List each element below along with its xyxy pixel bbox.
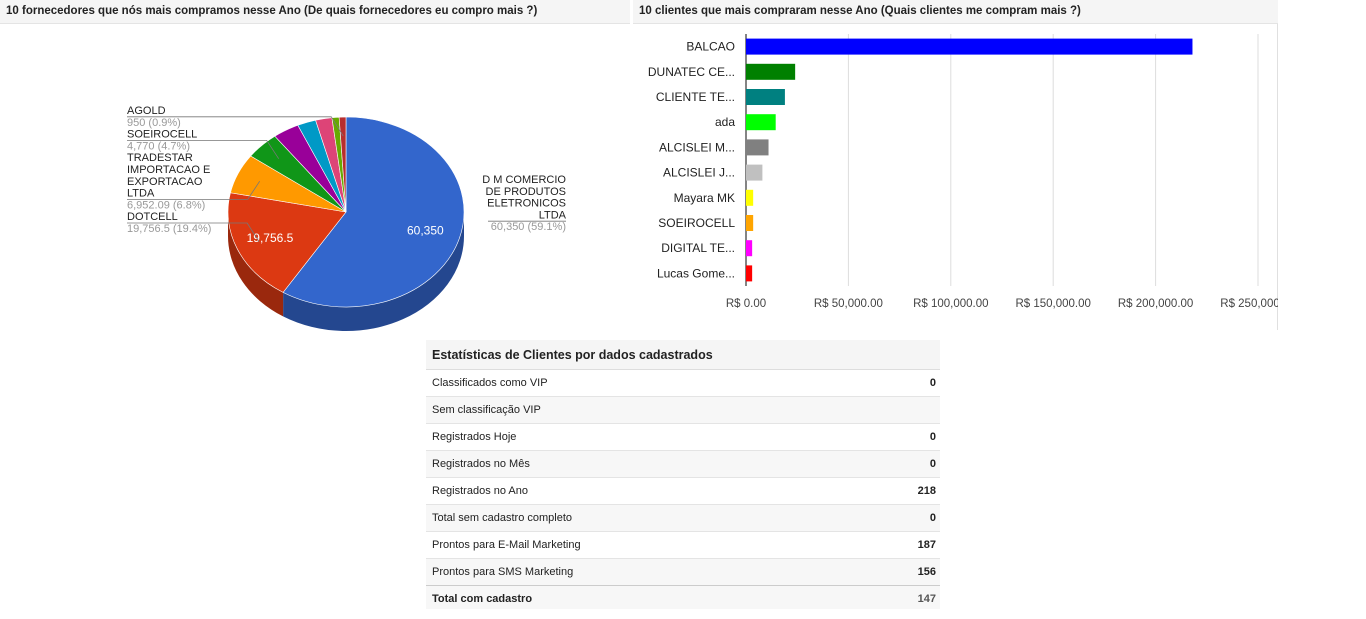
bar [746, 189, 754, 206]
bar [746, 215, 754, 231]
table-row: Prontos para E-Mail Marketing 187 [426, 531, 940, 559]
bar [746, 240, 753, 257]
pie-depth-walls [228, 212, 464, 331]
y-category-label: DIGITAL TE... [661, 241, 735, 255]
pie-legend-label: AGOLD [127, 105, 166, 117]
y-category-label: DUNATEC CE... [648, 65, 735, 79]
x-tick-label: R$ 0.00 [726, 298, 766, 310]
stat-label-today: Registrados Hoje [426, 423, 862, 451]
pie-slice-side [283, 212, 464, 331]
pie-legend-label: TRADESTAR [127, 152, 193, 164]
pie-legend-value: 60,350 (59.1%) [491, 221, 566, 233]
bar [746, 63, 796, 80]
stat-label-total: Total com cadastro [426, 585, 862, 609]
pie-slice [227, 192, 347, 293]
pie-legend-value: 4,770 (4.7%) [127, 140, 190, 152]
y-category-label: Lucas Gome... [657, 266, 735, 280]
pie-legend-value: 19,756.5 (19.4%) [127, 223, 211, 235]
table-row: Sem classificação VIP [426, 396, 940, 424]
stat-value-incomplete: 0 [862, 504, 940, 532]
y-category-label: BALCAO [686, 40, 735, 54]
stat-label-month: Registrados no Mês [426, 450, 862, 478]
table-row-total: Total com cadastro 147 [426, 585, 940, 609]
bar [746, 139, 769, 156]
pie-leader-line [127, 140, 280, 159]
y-category-label: ALCISLEI M... [659, 140, 735, 154]
pie-legend-label: DOTCELL [127, 211, 178, 223]
table-row: Registrados Hoje 0 [426, 423, 940, 451]
stat-label-sms: Prontos para SMS Marketing [426, 558, 862, 586]
chart-frame-border [1277, 24, 1278, 330]
y-category-label: ALCISLEI J... [663, 166, 735, 180]
stat-value-vip: 0 [862, 369, 940, 397]
stat-value-total: 147 [862, 585, 940, 609]
client-stats-panel: Estatísticas de Clientes por dados cadas… [426, 340, 940, 609]
stat-value-sms: 156 [862, 558, 940, 586]
y-category-label: SOEIROCELL [658, 216, 735, 230]
client-stats-table: Estatísticas de Clientes por dados cadas… [426, 340, 940, 609]
pie-leader-line [127, 222, 260, 242]
stat-label-no-vip: Sem classificação VIP [426, 396, 862, 424]
pie-slice [338, 116, 347, 213]
bar [746, 164, 763, 181]
x-tick-label: R$ 150,000.00 [1015, 298, 1090, 310]
stat-value-month: 0 [862, 450, 940, 478]
y-category-label: CLIENTE TE... [656, 90, 735, 104]
table-row: Classificados como VIP 0 [426, 369, 940, 397]
x-tick-label: R$ 250,000.00 [1220, 298, 1278, 310]
pie-legend-label: D M COMERCIO [482, 174, 566, 186]
x-tick-label: R$ 200,000.00 [1118, 298, 1193, 310]
pie-legend-label: LTDA [127, 188, 155, 200]
y-category-label: ada [715, 115, 735, 129]
table-row: Total sem cadastro completo 0 [426, 504, 940, 532]
stat-value-email: 187 [862, 531, 940, 559]
stat-label-incomplete: Total sem cadastro completo [426, 504, 862, 532]
stat-label-year: Registrados no Ano [426, 477, 862, 505]
pie-legend-value: 950 (0.9%) [127, 117, 181, 129]
pie-legend-label: LTDA [539, 209, 567, 221]
pie-legend-label: ELETRONICOS [487, 198, 566, 210]
x-tick-label: R$ 100,000.00 [913, 298, 988, 310]
pie-slice-side [228, 212, 284, 317]
table-row: Registrados no Ano 218 [426, 477, 940, 505]
pie-leader-line [127, 180, 261, 200]
client-bar-chart[interactable]: R$ 0.00 R$ 50,000.00 R$ 100,000.00 R$ 150,0… [633, 24, 1278, 330]
x-tick-label: R$ 50,000.00 [814, 298, 883, 310]
stat-label-vip: Classificados como VIP [426, 369, 862, 397]
pie-slice-value-label: 60,350 [407, 223, 444, 237]
stats-title: Estatísticas de Clientes por dados cadas… [426, 340, 940, 370]
pie-legend-label: IMPORTACAO E [127, 164, 210, 176]
bar [746, 38, 1193, 55]
stat-value-today: 0 [862, 423, 940, 451]
y-category-label: Mayara MK [674, 191, 735, 205]
pie-legend-label: DE PRODUTOS [486, 186, 566, 198]
bar [746, 89, 785, 105]
table-row: Registrados no Mês 0 [426, 450, 940, 478]
pie-legend-label: EXPORTACAO [127, 176, 203, 188]
stat-value-year: 218 [862, 477, 940, 505]
stat-label-email: Prontos para E-Mail Marketing [426, 531, 862, 559]
pie-slice-value-label: 19,756.5 [247, 231, 294, 245]
bar [746, 265, 753, 282]
stat-value-no-vip [862, 396, 940, 424]
table-row: Prontos para SMS Marketing 156 [426, 558, 940, 586]
supplier-chart-title: 10 fornecedores que nós mais compramos n… [0, 0, 630, 24]
client-chart-title: 10 clientes que mais compraram nesse Ano… [633, 0, 1278, 24]
pie-legend-value: 6,952.09 (6.8%) [127, 199, 205, 211]
pie-legend-label: SOEIROCELL [127, 129, 197, 141]
pie-leader-line [127, 116, 344, 137]
pie-slice [282, 116, 465, 308]
pie-top-faces [227, 116, 465, 308]
bar [746, 114, 776, 131]
